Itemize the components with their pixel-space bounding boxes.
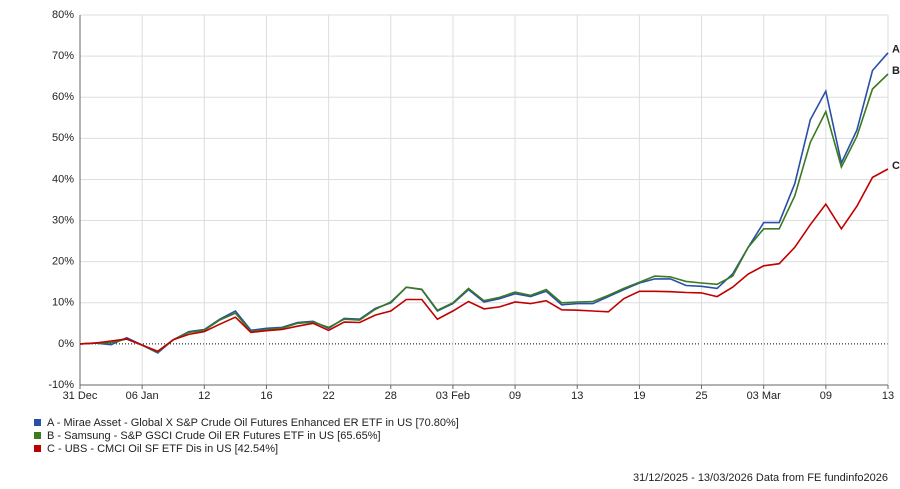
y-tick-label: 10% — [52, 297, 74, 309]
y-tick-label: 60% — [52, 91, 74, 103]
y-tick-label: -10% — [48, 379, 74, 391]
end-label: A — [892, 44, 900, 56]
x-tick-label: 03 Mar — [747, 390, 782, 402]
y-tick-label: 40% — [52, 173, 74, 185]
x-tick-label: 31 Dec — [63, 390, 98, 402]
x-tick-label: 13 — [882, 390, 894, 402]
end-label: C — [892, 160, 900, 172]
y-tick-label: 70% — [52, 50, 74, 62]
legend-swatch — [34, 445, 41, 452]
x-tick-label: 19 — [633, 390, 645, 402]
x-tick-label: 13 — [571, 390, 583, 402]
series-line — [79, 52, 889, 354]
y-tick-label: 30% — [52, 214, 74, 226]
x-tick-label: 25 — [695, 390, 707, 402]
legend-label: B - Samsung - S&P GSCI Crude Oil ER Futu… — [47, 430, 381, 442]
x-tick-label: 06 Jan — [126, 390, 159, 402]
series-line — [79, 168, 889, 353]
legend-label: C - UBS - CMCI Oil SF ETF Dis in US [42.… — [47, 443, 278, 455]
legend-swatch — [34, 432, 41, 439]
x-tick-label: 22 — [322, 390, 334, 402]
x-tick-label: 16 — [260, 390, 272, 402]
footer: 31/12/2025 - 13/03/2026 Data from FE fun… — [633, 472, 888, 484]
y-tick-label: 0% — [58, 338, 74, 350]
x-tick-label: 03 Feb — [436, 390, 470, 402]
end-label: B — [892, 65, 900, 77]
x-tick-label: 28 — [385, 390, 397, 402]
series-line — [79, 73, 889, 354]
y-tick-label: 50% — [52, 132, 74, 144]
y-tick-label: 80% — [52, 9, 74, 21]
x-tick-label: 12 — [198, 390, 210, 402]
legend-swatch — [34, 419, 41, 426]
y-tick-label: 20% — [52, 256, 74, 268]
legend-label: A - Mirae Asset - Global X S&P Crude Oil… — [47, 417, 459, 429]
x-tick-label: 09 — [509, 390, 521, 402]
x-tick-label: 09 — [820, 390, 832, 402]
